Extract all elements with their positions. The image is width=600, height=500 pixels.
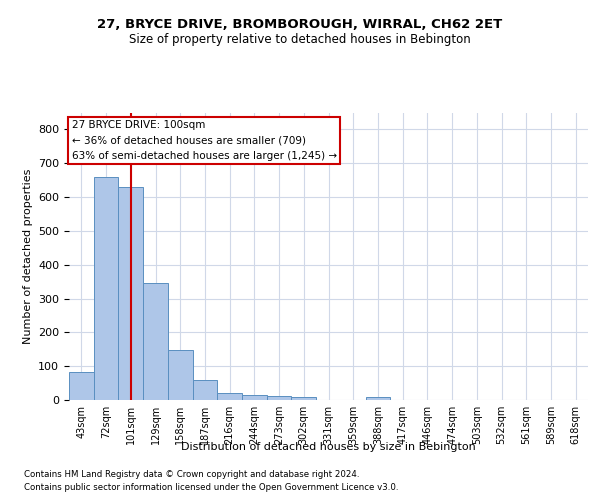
Bar [193, 380, 217, 400]
Text: Distribution of detached houses by size in Bebington: Distribution of detached houses by size … [181, 442, 476, 452]
Bar [365, 398, 390, 400]
Text: Contains public sector information licensed under the Open Government Licence v3: Contains public sector information licen… [24, 484, 398, 492]
Bar [143, 284, 168, 400]
Bar [217, 393, 242, 400]
Text: 27, BRYCE DRIVE, BROMBOROUGH, WIRRAL, CH62 2ET: 27, BRYCE DRIVE, BROMBOROUGH, WIRRAL, CH… [97, 18, 503, 30]
Bar [69, 372, 94, 400]
Bar [94, 177, 118, 400]
Bar [168, 350, 193, 400]
Text: 27 BRYCE DRIVE: 100sqm
← 36% of detached houses are smaller (709)
63% of semi-de: 27 BRYCE DRIVE: 100sqm ← 36% of detached… [71, 120, 337, 161]
Text: Contains HM Land Registry data © Crown copyright and database right 2024.: Contains HM Land Registry data © Crown c… [24, 470, 359, 479]
Text: Size of property relative to detached houses in Bebington: Size of property relative to detached ho… [129, 32, 471, 46]
Bar [242, 395, 267, 400]
Bar [292, 398, 316, 400]
Y-axis label: Number of detached properties: Number of detached properties [23, 168, 32, 344]
Bar [267, 396, 292, 400]
Bar [118, 187, 143, 400]
